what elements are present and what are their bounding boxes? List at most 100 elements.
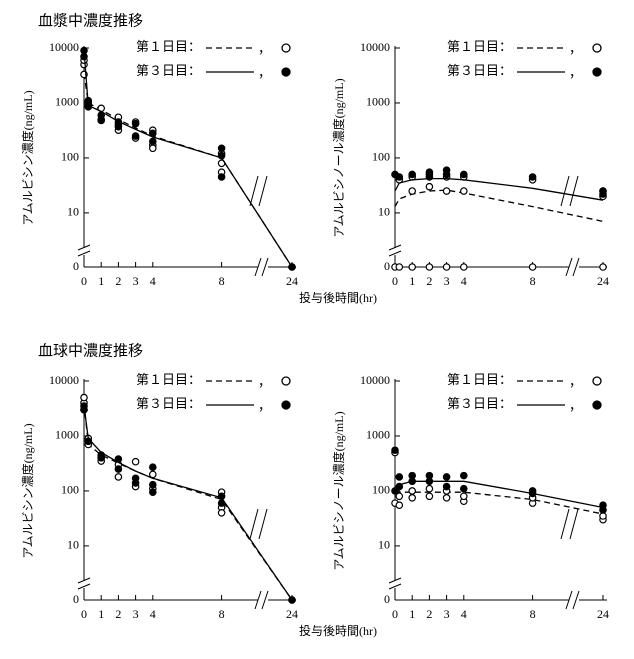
legend-marker: [281, 400, 291, 410]
x-tick-label: 3: [133, 607, 139, 621]
data-point: [408, 263, 417, 271]
data-point: [114, 465, 123, 473]
y-tick-label: 1000: [366, 95, 390, 109]
data-point: [425, 484, 434, 493]
data-point: [114, 455, 123, 463]
data-point: [131, 457, 140, 466]
data-point: [599, 501, 607, 510]
data-point: [288, 263, 296, 271]
curve: [83, 406, 293, 601]
data-point: [442, 473, 451, 481]
data-point: [84, 103, 93, 111]
legend-separator: ，: [569, 374, 582, 389]
y-tick-label: 0: [73, 259, 79, 273]
data-point: [149, 463, 157, 472]
data-point: [459, 484, 468, 493]
x-tick-label: 2: [426, 607, 432, 621]
axis-break: [569, 175, 579, 207]
y-tick-label: 1000: [55, 428, 79, 442]
y-tick-label: 1000: [366, 428, 390, 442]
data-point: [459, 187, 468, 195]
axis-break: [261, 257, 269, 277]
legend-marker: [281, 67, 291, 77]
y-tick-label: 10000: [49, 40, 79, 54]
legend-separator: ，: [258, 65, 271, 80]
data-point: [442, 494, 451, 502]
axis-break: [388, 583, 402, 590]
data-point: [395, 482, 404, 491]
axis-break: [77, 583, 91, 590]
axis-break: [258, 508, 268, 540]
y-tick-label: 10000: [49, 373, 79, 387]
curve: [394, 189, 604, 223]
x-axis-label: 投与後時間(hr): [299, 623, 377, 638]
curve: [394, 491, 604, 515]
legend-marker: [281, 43, 291, 53]
data-point: [459, 471, 468, 480]
data-point: [391, 446, 399, 455]
data-point: [391, 487, 399, 495]
x-tick-label: 3: [133, 274, 139, 288]
data-point: [149, 488, 157, 496]
legend-label: 第１日目：: [136, 39, 201, 54]
y-tick-label: 1000: [55, 95, 79, 109]
y-axis-label: アムルビシン濃度(ng/mL): [20, 423, 35, 558]
data-point: [408, 170, 417, 179]
data-point: [288, 596, 296, 604]
y-tick-label: 100: [372, 483, 390, 497]
x-tick-label: 8: [219, 274, 225, 288]
data-point: [408, 487, 417, 495]
legend-marker: [592, 400, 602, 410]
x-tick-label: 0: [392, 274, 398, 288]
axis-break: [77, 577, 91, 584]
data-point: [442, 263, 451, 271]
data-point: [395, 473, 404, 481]
section-heading: 血球中濃度推移: [38, 342, 143, 359]
y-tick-label: 10: [67, 538, 79, 552]
data-point: [131, 119, 140, 128]
data-point: [528, 263, 537, 271]
y-tick-label: 10: [67, 205, 79, 219]
x-tick-label: 0: [81, 607, 87, 621]
data-point: [217, 151, 226, 160]
data-point: [408, 471, 417, 480]
legend-label: 第１日目：: [136, 372, 201, 387]
x-tick-label: 1: [98, 607, 104, 621]
x-tick-label: 1: [409, 607, 415, 621]
axis-break: [388, 250, 402, 257]
data-point: [599, 263, 607, 271]
data-point: [459, 492, 468, 501]
axis-break: [569, 508, 579, 540]
data-point: [149, 129, 157, 138]
y-tick-label: 100: [61, 483, 79, 497]
data-point: [84, 437, 93, 446]
axis-break: [77, 250, 91, 257]
y-tick-label: 0: [384, 592, 390, 606]
y-tick-label: 0: [384, 259, 390, 273]
section-heading: 血漿中濃度推移: [38, 12, 143, 29]
y-tick-label: 10000: [360, 40, 390, 54]
data-point: [80, 393, 88, 402]
data-point: [425, 263, 434, 271]
y-tick-label: 10000: [360, 373, 390, 387]
x-tick-label: 4: [150, 607, 156, 621]
legend-label: 第３日目：: [136, 396, 201, 411]
data-point: [395, 173, 404, 181]
y-axis-label: アムルビシノール濃度(ng/mL): [331, 78, 346, 237]
data-point: [84, 96, 93, 105]
legend-separator: ，: [569, 41, 582, 56]
legend-marker: [592, 376, 602, 386]
data-point: [599, 190, 607, 198]
y-tick-label: 10: [378, 205, 390, 219]
x-tick-label: 8: [530, 274, 536, 288]
data-point: [528, 173, 537, 181]
x-axis-label: 投与後時間(hr): [299, 290, 377, 305]
data-point: [149, 137, 157, 146]
data-point: [131, 132, 140, 140]
x-tick-label: 3: [444, 274, 450, 288]
legend-separator: ，: [258, 41, 271, 56]
y-tick-label: 100: [372, 150, 390, 164]
y-tick-label: 10: [378, 538, 390, 552]
legend-label: 第１日目：: [447, 372, 512, 387]
